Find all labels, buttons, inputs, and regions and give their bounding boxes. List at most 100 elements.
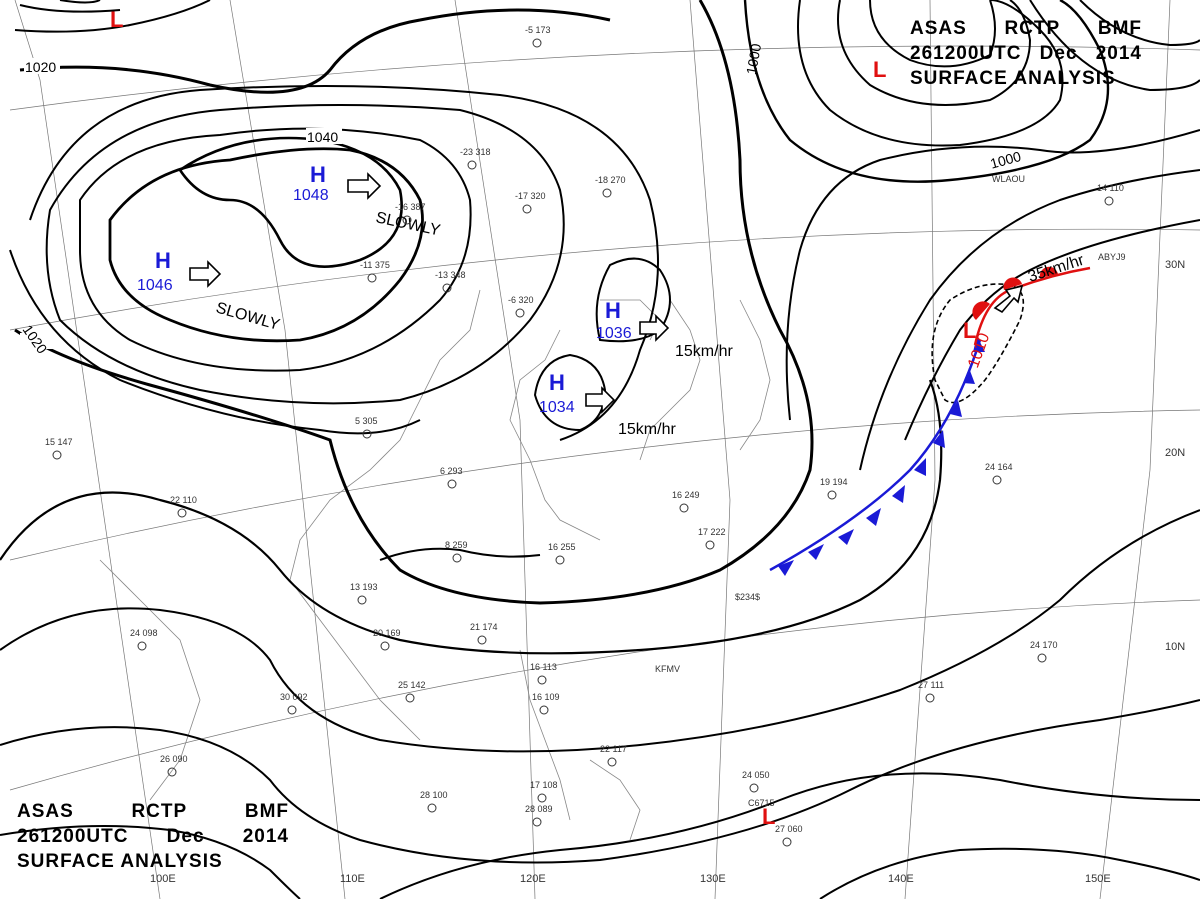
low-center: L [873, 57, 886, 82]
station-circle [177, 508, 187, 518]
movement-arrows [189, 172, 1024, 414]
valid-year: 2014 [1095, 43, 1142, 64]
station-obs-text: 6 293 [440, 466, 463, 476]
movement-arrow [189, 260, 222, 288]
valid-time: 261200UTC [17, 826, 129, 847]
station-circle [402, 215, 412, 225]
map-label: L [762, 804, 775, 829]
low-center: L [110, 7, 123, 32]
station-obs-text: 16 249 [672, 490, 700, 500]
station-circle [749, 783, 759, 793]
cold-front [769, 336, 985, 576]
station-obs-text: 24 050 [742, 770, 770, 780]
product-title: SURFACE ANALYSIS [17, 851, 223, 872]
station-circle [607, 757, 617, 767]
station-plot: -11 375 [360, 260, 390, 283]
graticule-labels: 100E 110E 120E 130E 140E 150E 30N 20N 10… [150, 259, 1185, 885]
station-obs-text: 8 259 [445, 540, 468, 550]
station-circle [467, 160, 477, 170]
station-obs-text: -13 348 [435, 270, 466, 280]
station-circle [992, 475, 1002, 485]
station-plot: 24 098 [130, 628, 158, 651]
map-label: 110E [340, 873, 365, 885]
map-label: 1034 [539, 399, 575, 416]
map-label: 150E [1085, 873, 1111, 885]
map-label: 1036 [596, 325, 632, 342]
station-obs-text: 25 142 [398, 680, 426, 690]
station-obs-text: 27 060 [775, 824, 803, 834]
station-plot: 20 169 [373, 628, 401, 651]
station-plot: -13 348 [435, 270, 466, 293]
station-obs-text: 13 193 [350, 582, 378, 592]
station-plot: 5 305 [355, 416, 378, 439]
station-circle [555, 555, 565, 565]
map-label: L [110, 7, 123, 32]
map-label: 15km/hr [675, 343, 733, 360]
high-center: H 1036 [596, 298, 632, 342]
station-plot: 28 089 [525, 804, 553, 827]
station-circle [477, 635, 487, 645]
high-center: H 1034 [539, 370, 575, 416]
map-label: 20N [1165, 447, 1185, 459]
movement-arrow [347, 172, 382, 200]
movement-arrow [639, 314, 670, 342]
map-label: 1020 [25, 59, 56, 75]
movement-arrow [585, 386, 616, 414]
station-obs-text: 28 089 [525, 804, 553, 814]
valid-month: Dec [166, 826, 205, 847]
station-obs-text: 28 100 [420, 790, 448, 800]
station-obs-text: 22 117 [600, 744, 627, 754]
station-obs-text: 24 170 [1030, 640, 1058, 650]
map-label: H [605, 298, 621, 323]
station-plot: 27 060 [775, 824, 803, 847]
station-obs-text: 17 222 [698, 527, 726, 537]
map-label: ABYJ9 [1098, 252, 1126, 262]
station-obs-text: 15 147 [45, 437, 73, 447]
station-circle [532, 817, 542, 827]
station-plot: 28 100 [420, 790, 448, 813]
station-plot: 24 050 [742, 770, 770, 793]
map-label: L [873, 57, 886, 82]
station-plot: -6 320 [508, 295, 534, 318]
movement-arrow [993, 284, 1024, 314]
valid-year: 2014 [242, 826, 289, 847]
station-plot: 16 255 [548, 542, 576, 565]
station-circle [447, 479, 457, 489]
station-obs-text: -5 173 [525, 25, 551, 35]
map-label: 1000 [988, 148, 1022, 172]
station-plot: 14 110 [1097, 183, 1124, 206]
station-plot: 16 113 [530, 662, 557, 685]
map-label: 15km/hr [618, 421, 676, 438]
station-circle [362, 429, 372, 439]
graticule [9, 0, 1200, 899]
station-circle [537, 675, 547, 685]
station-plot: 6 293 [440, 466, 463, 489]
map-label: $234$ [735, 592, 760, 602]
station-obs-text: -18 270 [595, 175, 626, 185]
station-code: RCTP [131, 801, 188, 822]
station-circle [380, 641, 390, 651]
station-circle [367, 273, 377, 283]
map-label: C6715 [748, 798, 775, 808]
station-circle [427, 803, 437, 813]
station-plot: 16 249 [672, 490, 700, 513]
station-circle [1104, 196, 1114, 206]
station-obs-text: 30 092 [280, 692, 308, 702]
station-obs-text: 16 255 [548, 542, 576, 552]
station-obs-text: 17 108 [530, 780, 558, 790]
station-plot: 17 222 [698, 527, 726, 550]
station-circle [537, 793, 547, 803]
chart-header-bottom: ASAS RCTP BMF 261200UTC Dec 2014 SURFACE ANA… [17, 799, 289, 874]
station-obs-text: 22 110 [170, 495, 197, 505]
station-circle [287, 705, 297, 715]
map-label: 130E [700, 873, 726, 885]
map-label: L [963, 318, 976, 343]
map-label: 1046 [137, 277, 173, 294]
map-label: 1048 [293, 187, 329, 204]
high-center: H 1046 [137, 248, 173, 294]
agency-code: ASAS [910, 18, 967, 39]
agency-code: ASAS [17, 801, 74, 822]
station-plot: -18 270 [595, 175, 626, 198]
